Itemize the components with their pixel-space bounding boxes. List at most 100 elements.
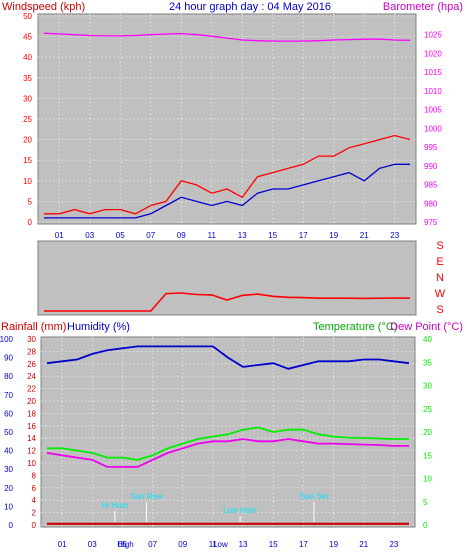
bottom-hour-label: 07 [148, 540, 157, 549]
bottom-hour-label: 19 [329, 540, 338, 549]
top-hour-label: 09 [177, 231, 186, 240]
temperature-tick-label: 25 [423, 405, 432, 414]
event-marker-label: Hi Hum [102, 501, 129, 510]
humidity-ticks: 0 10 20 30 40 50 60 70 80 90 100 [0, 335, 14, 530]
direction-label: E [436, 256, 443, 268]
bottom-hour-label: 05 [118, 540, 127, 549]
humidity-tick-label: 0 [9, 521, 14, 530]
temperature-tick-label: 30 [423, 382, 432, 391]
temperature-axis-label: Temperature (°C) [313, 321, 397, 333]
barometer-ticks: 975 980 985 990 995 1000 1005 1010 1015 1020 1025 [424, 31, 442, 227]
low-marker-label: Low [213, 540, 228, 549]
windspeed-tick-label: 20 [23, 136, 32, 145]
temperature-tick-label: 15 [423, 451, 432, 460]
rainfall-tick-label: 24 [27, 372, 36, 381]
barometer-tick-label: 1025 [424, 31, 442, 40]
graph-title: 24 hour graph day : 04 May 2016 [169, 1, 331, 13]
humidity-tick-label: 10 [4, 502, 13, 511]
direction-line [44, 292, 411, 312]
temperature-tick-label: 0 [423, 521, 428, 530]
humidity-tick-label: 50 [4, 428, 13, 437]
humidity-tick-label: 80 [4, 372, 13, 381]
humidity-tick-label: 20 [4, 484, 13, 493]
top-hour-label: 03 [85, 231, 94, 240]
rainfall-tick-label: 28 [27, 347, 36, 356]
windspeed-tick-label: 45 [23, 33, 32, 42]
series-line-dew-point-c- [46, 438, 409, 468]
barometer-tick-label: 995 [424, 143, 438, 152]
rainfall-tick-label: 16 [27, 422, 36, 431]
windspeed-tick-label: 35 [23, 74, 32, 83]
temperature-tick-label: 5 [423, 498, 428, 507]
series-line-gust [44, 163, 410, 219]
rainfall-axis-label: Rainfall (mm) [1, 321, 66, 333]
direction-series [44, 292, 411, 312]
humidity-tick-label: 90 [4, 354, 13, 363]
barometer-tick-label: 1010 [424, 87, 442, 96]
top-hour-label: 17 [299, 231, 308, 240]
top-hour-label: 07 [146, 231, 155, 240]
top-panel: Windspeed (kph) 24 hour graph day : 04 M… [2, 1, 463, 240]
event-marker-label: Low Hum [223, 506, 257, 515]
bottom-hour-label: 01 [58, 540, 67, 549]
bottom-hour-label: 09 [178, 540, 187, 549]
bottom-hour-label: 13 [239, 540, 248, 549]
direction-label: S [436, 240, 443, 252]
humidity-tick-label: 40 [4, 447, 13, 456]
barometer-axis-label: Barometer (hpa) [383, 1, 463, 13]
windspeed-tick-label: 30 [23, 94, 32, 103]
top-hour-label: 21 [360, 231, 369, 240]
rainfall-tick-label: 12 [27, 447, 36, 456]
windspeed-tick-label: 5 [28, 197, 33, 206]
top-gridlines [38, 14, 416, 224]
top-hour-label: 05 [116, 231, 125, 240]
direction-plot-area [37, 240, 417, 316]
temperature-tick-label: 35 [423, 358, 432, 367]
humidity-tick-label: 30 [4, 465, 13, 474]
bottom-hour-label: 15 [269, 540, 278, 549]
windspeed-tick-label: 50 [23, 12, 32, 21]
barometer-tick-label: 1005 [424, 106, 442, 115]
windspeed-tick-label: 0 [28, 218, 33, 227]
series-line-temperature-c- [47, 426, 409, 461]
humidity-tick-label: 60 [4, 409, 13, 418]
top-hour-label: 01 [55, 231, 64, 240]
series-line-barometer-hpa- [43, 32, 411, 42]
barometer-tick-label: 975 [424, 218, 438, 227]
bottom-hour-label: 21 [359, 540, 368, 549]
direction-label: S [436, 304, 443, 316]
humidity-tick-label: 100 [0, 335, 14, 344]
top-hour-label: 11 [208, 231, 217, 240]
humidity-tick-label: 70 [4, 391, 13, 400]
barometer-tick-label: 990 [424, 162, 438, 171]
dewpoint-axis-label: Dew Point (°C) [390, 321, 463, 333]
barometer-tick-label: 1015 [424, 68, 442, 77]
high-marker-label: High [117, 540, 133, 549]
series-line-windspeed-kph- [44, 134, 411, 215]
event-marker-label: Sun Rise [130, 492, 163, 501]
bottom-hour-label: 03 [88, 540, 97, 549]
rainfall-tick-label: 22 [27, 385, 36, 394]
series-line-humidity- [46, 345, 410, 370]
humidity-axis-label: Humidity (%) [67, 321, 130, 333]
windspeed-tick-label: 10 [23, 177, 32, 186]
temperature-ticks: 0 5 10 15 20 25 30 35 40 [423, 335, 432, 530]
direction-label: W [435, 288, 446, 300]
top-hour-label: 15 [268, 231, 277, 240]
bottom-hour-label: 17 [299, 540, 308, 549]
direction-label: N [436, 272, 444, 284]
windspeed-axis-label: Windspeed (kph) [2, 1, 85, 13]
windspeed-tick-label: 15 [23, 156, 32, 165]
bottom-series [46, 345, 410, 525]
bottom-panel: Rainfall (mm) Humidity (%) Temperature (… [0, 321, 463, 549]
windspeed-ticks: 0 5 10 15 20 25 30 35 40 45 50 [23, 12, 32, 227]
top-hour-label: 13 [238, 231, 247, 240]
rainfall-tick-label: 8 [32, 471, 37, 480]
top-hour-label: 19 [329, 231, 338, 240]
barometer-tick-label: 980 [424, 199, 438, 208]
temperature-tick-label: 10 [423, 475, 432, 484]
rainfall-tick-label: 14 [27, 434, 36, 443]
